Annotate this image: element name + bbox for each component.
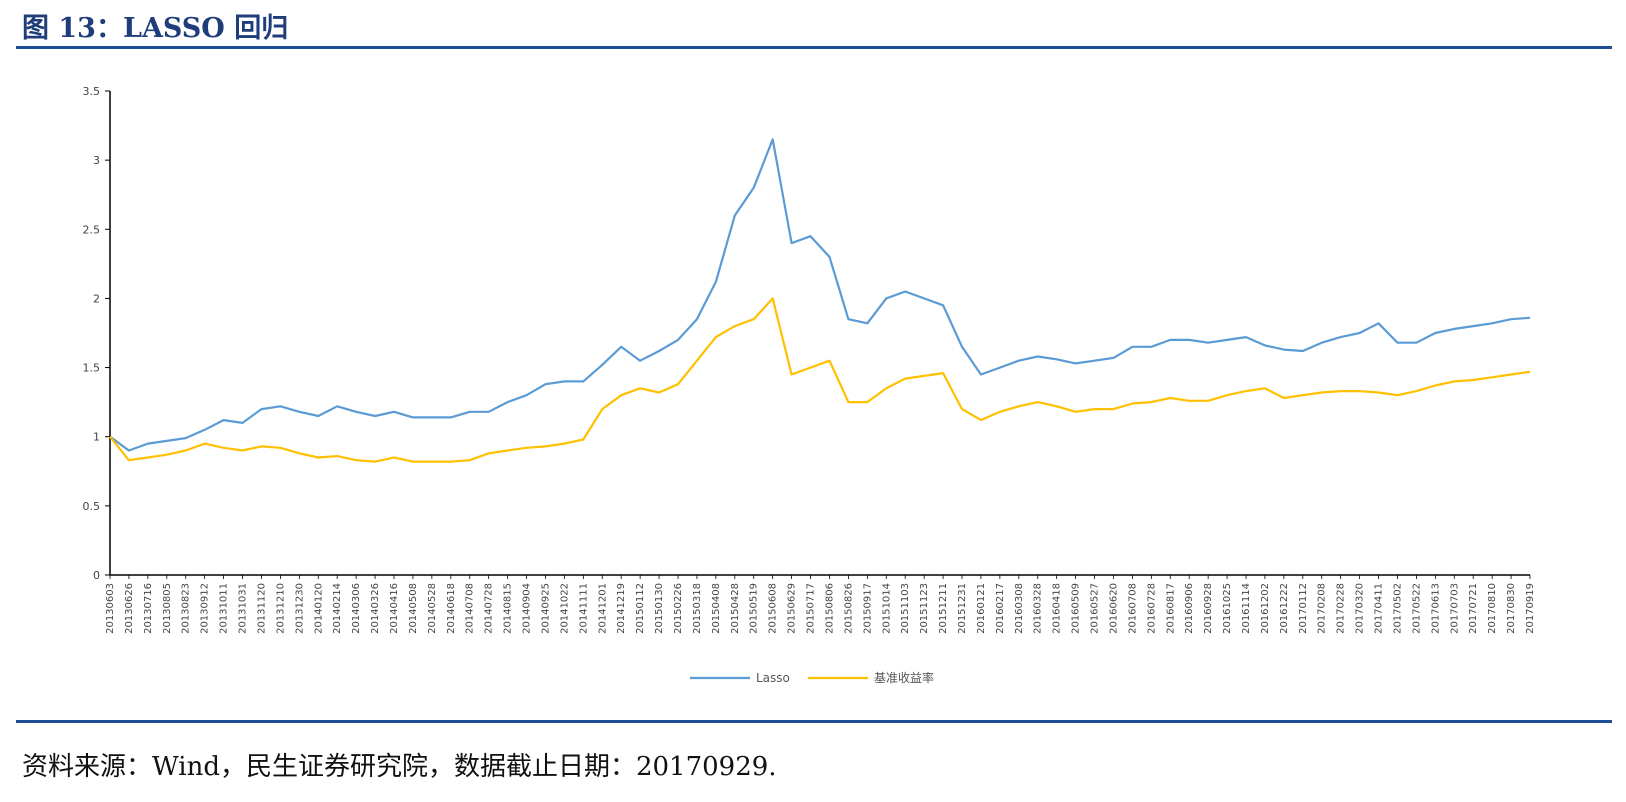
- series-line-lasso: [109, 138, 1531, 452]
- x-tick-label: 20161114: [1241, 583, 1252, 634]
- lasso-line-chart: 0 0.5 1 1.5 2 2.5 3 3.5 20130603 20130626 2013071…: [83, 85, 1537, 685]
- y-tick-label: 3: [93, 154, 100, 167]
- x-tick-label: 20140306: [351, 583, 362, 634]
- x-tick-label: 20170411: [1374, 583, 1385, 634]
- x-tick-label: 20170522: [1411, 583, 1422, 634]
- x-tick-label: 20130603: [105, 583, 116, 634]
- x-tick-label: 20160308: [1014, 583, 1025, 634]
- x-tick-label: 20160817: [1165, 583, 1176, 634]
- x-tick-label: 20151211: [938, 583, 949, 634]
- x-tick-label: 20150717: [806, 583, 817, 634]
- figure-title: 图 13：LASSO 回归: [22, 13, 289, 44]
- x-tick-label: 20170721: [1468, 583, 1479, 634]
- x-tick-label: 20150917: [862, 583, 873, 634]
- x-tick-label: 20130626: [124, 583, 135, 634]
- x-tick-label: 20150428: [730, 583, 741, 634]
- x-tick-label: 20141219: [616, 583, 627, 634]
- x-tick-label: 20140528: [427, 583, 438, 634]
- x-tick-label: 20150112: [635, 583, 646, 634]
- x-tick-label: 20170703: [1449, 583, 1460, 634]
- x-tick-label: 20151014: [881, 583, 892, 634]
- series-layer: [109, 138, 1531, 463]
- x-tick-label: 20170502: [1392, 583, 1403, 634]
- bottom-divider: [16, 720, 1612, 723]
- x-tick-label: 20140508: [408, 583, 419, 634]
- x-tick-label: 20160527: [1090, 583, 1101, 634]
- x-tick-label: 20141201: [597, 583, 608, 634]
- x-tick-label: 20130805: [162, 583, 173, 634]
- x-tick-label: 20170810: [1487, 583, 1498, 634]
- x-tick-label: 20140925: [540, 583, 551, 634]
- x-tick-label: 20130912: [200, 583, 211, 634]
- legend-label-lasso: Lasso: [756, 671, 790, 685]
- x-tick-label: 20150629: [787, 583, 798, 634]
- top-divider: [16, 46, 1612, 49]
- x-tick-label: 20150806: [824, 583, 835, 634]
- x-tick-label: 20170112: [1298, 583, 1309, 634]
- x-tick-label: 20150519: [749, 583, 760, 634]
- x-tick-label: 20161202: [1260, 583, 1271, 634]
- legend: Lasso 基准收益率: [690, 670, 934, 685]
- x-tick-label: 20140904: [522, 583, 533, 634]
- x-tick-label: 20150226: [673, 583, 684, 634]
- x-tick-label: 20151123: [919, 583, 930, 634]
- x-tick-label: 20170208: [1317, 583, 1328, 634]
- x-tick-label: 20131230: [294, 583, 305, 634]
- x-tick-label: 20131210: [275, 583, 286, 634]
- x-tick-label: 20150608: [768, 583, 779, 634]
- x-tick-label: 20150826: [843, 583, 854, 634]
- x-tick-label: 20160928: [1203, 583, 1214, 634]
- x-tick-label: 20140214: [332, 583, 343, 634]
- x-tick-label: 20160708: [1127, 583, 1138, 634]
- y-tick-label: 0.5: [83, 500, 101, 513]
- source-note: 资料来源：Wind，民生证券研究院，数据截止日期：20170929.: [22, 752, 777, 782]
- x-tick-label: 20131011: [219, 583, 230, 634]
- x-tick-label: 20141022: [559, 583, 570, 634]
- x-tick-label: 20150408: [711, 583, 722, 634]
- x-tick-label: 20140618: [446, 583, 457, 634]
- x-tick-label: 20170613: [1430, 583, 1441, 634]
- x-tick-label: 20161222: [1279, 583, 1290, 634]
- x-tick-label: 20160217: [995, 583, 1006, 634]
- y-tick-label: 0: [93, 569, 100, 582]
- x-tick-label: 20170320: [1355, 583, 1366, 634]
- x-tick-label: 20160728: [1146, 583, 1157, 634]
- x-tick-label: 20160418: [1052, 583, 1063, 634]
- x-tick-label: 20160906: [1184, 583, 1195, 634]
- x-tick-label: 20150318: [692, 583, 703, 634]
- x-tick-label: 20140120: [313, 583, 324, 634]
- y-tick-label: 1: [93, 431, 100, 444]
- x-tick-label: 20170228: [1336, 583, 1347, 634]
- y-tick-label: 1.5: [83, 362, 101, 375]
- x-tick-label: 20140416: [389, 583, 400, 634]
- x-tick-label: 20161025: [1222, 583, 1233, 634]
- y-axis: 0 0.5 1 1.5 2 2.5 3 3.5: [83, 85, 111, 582]
- x-tick-label: 20160121: [976, 583, 987, 634]
- x-tick-label: 20151103: [900, 583, 911, 634]
- legend-label-benchmark: 基准收益率: [874, 670, 934, 685]
- y-tick-label: 2.5: [83, 223, 101, 236]
- x-tick-label: 20140815: [503, 583, 514, 634]
- x-tick-label: 20141111: [578, 583, 589, 634]
- x-tick-label: 20160509: [1071, 583, 1082, 634]
- x-axis: 20130603 20130626 20130716 20130805 20130823…: [105, 574, 1536, 634]
- y-tick-label: 3.5: [83, 85, 101, 98]
- x-tick-label: 20150130: [654, 583, 665, 634]
- x-tick-label: 20170830: [1506, 583, 1517, 634]
- x-tick-label: 20130716: [143, 583, 154, 634]
- x-tick-label: 20170919: [1525, 583, 1536, 634]
- x-tick-label: 20160620: [1108, 583, 1119, 634]
- x-tick-label: 20160328: [1033, 583, 1044, 634]
- x-tick-label: 20140728: [484, 583, 495, 634]
- x-tick-label: 20151231: [957, 583, 968, 634]
- series-line-benchmark: [109, 297, 1531, 463]
- x-tick-label: 20140326: [370, 583, 381, 634]
- y-tick-label: 2: [93, 292, 100, 305]
- x-tick-label: 20131120: [256, 583, 267, 634]
- x-tick-label: 20130823: [181, 583, 192, 634]
- x-tick-label: 20131031: [238, 583, 249, 634]
- x-tick-label: 20140708: [465, 583, 476, 634]
